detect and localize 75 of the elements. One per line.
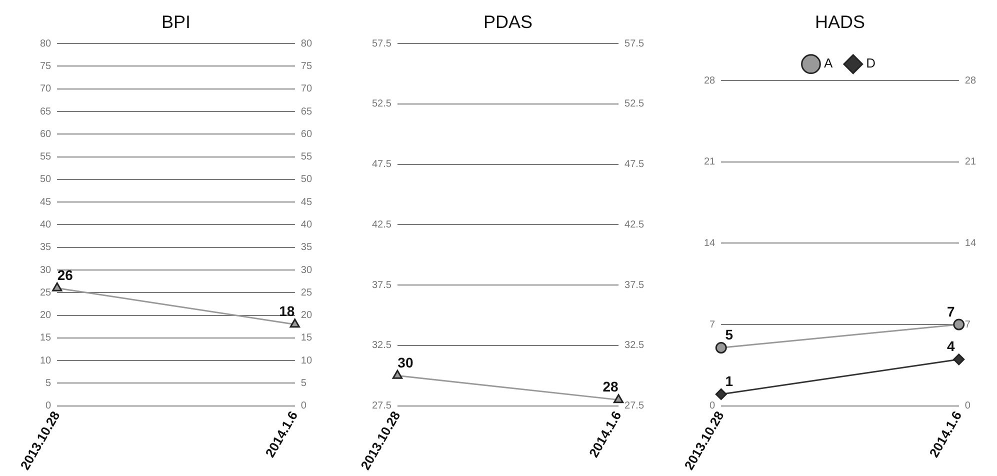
- y-tick-label: 15: [40, 332, 52, 344]
- y-tick-label: 37.5: [372, 280, 392, 291]
- y2-tick-label: 47.5: [624, 159, 644, 170]
- y2-tick-label: 75: [300, 60, 312, 72]
- y2-tick-label: 21: [964, 156, 976, 168]
- y-tick-label: 21: [704, 156, 716, 168]
- y-tick-label: 52.5: [372, 98, 392, 110]
- y-tick-label: 28: [704, 75, 716, 86]
- data-label: 4: [946, 338, 955, 354]
- y2-tick-label: 25: [300, 287, 312, 298]
- chart-title: PDAS: [483, 12, 533, 32]
- point: [715, 342, 727, 354]
- y-tick-label: 57.5: [372, 38, 392, 50]
- y2-tick-label: 28: [964, 75, 976, 86]
- data-label: 1: [725, 373, 734, 390]
- y-tick-label: 0: [46, 400, 52, 412]
- y-tick-label: 10: [40, 355, 52, 366]
- y2-tick-label: 0: [300, 400, 307, 412]
- y2-tick-label: 42.5: [624, 219, 644, 230]
- legend-label: A: [824, 56, 833, 71]
- y2-tick-label: 52.5: [624, 98, 644, 110]
- y-tick-label: 42.5: [372, 219, 392, 230]
- y2-tick-label: 55: [300, 152, 312, 163]
- data-label: 30: [398, 354, 414, 371]
- data-label: 26: [57, 266, 74, 283]
- y2-tick-label: 5: [300, 378, 307, 389]
- y2-tick-label: 45: [300, 196, 312, 208]
- y2-tick-label: 30: [300, 264, 312, 276]
- chart-title: BPI: [161, 12, 191, 32]
- y2-tick-label: 60: [300, 128, 312, 140]
- y-tick-label: 47.5: [372, 159, 392, 170]
- y2-tick-label: 7: [964, 319, 971, 330]
- y2-tick-label: 40: [300, 219, 312, 230]
- y-tick-label: 70: [40, 84, 52, 95]
- y2-tick-label: 20: [300, 310, 312, 322]
- y2-tick-label: 37.5: [624, 280, 644, 291]
- y2-tick-label: 70: [300, 84, 312, 95]
- y-tick-label: 55: [40, 152, 52, 163]
- y-tick-label: 14: [704, 238, 716, 249]
- y-tick-label: 40: [40, 219, 52, 230]
- data-label: 5: [725, 326, 734, 343]
- y2-tick-label: 10: [300, 355, 312, 366]
- legend-label: D: [866, 56, 876, 71]
- y2-tick-label: 27.5: [624, 400, 644, 412]
- y2-tick-label: 32.5: [624, 340, 644, 352]
- y-tick-label: 35: [40, 242, 52, 254]
- y2-tick-label: 50: [300, 174, 312, 186]
- y-tick-label: 75: [40, 60, 52, 72]
- point: [953, 354, 965, 366]
- y-tick-label: 32.5: [372, 340, 392, 352]
- data-label: 18: [279, 303, 295, 320]
- y-tick-label: 65: [40, 106, 52, 118]
- y2-tick-label: 14: [964, 238, 976, 249]
- y2-tick-label: 65: [300, 106, 312, 118]
- data-label: 28: [602, 378, 619, 395]
- data-label: 7: [946, 303, 955, 320]
- y-tick-label: 7: [710, 319, 716, 330]
- point: [715, 388, 727, 400]
- y-tick-label: 80: [40, 38, 52, 50]
- y2-tick-label: 15: [300, 332, 312, 344]
- y-tick-label: 30: [40, 264, 52, 276]
- y2-tick-label: 80: [300, 38, 312, 50]
- y-tick-label: 27.5: [372, 400, 392, 412]
- y-tick-label: 45: [40, 196, 52, 208]
- chart-title: HADS: [814, 12, 866, 32]
- y2-tick-label: 57.5: [624, 38, 644, 50]
- y-tick-label: 5: [46, 378, 52, 389]
- y-tick-label: 0: [710, 400, 716, 412]
- y-tick-label: 25: [40, 287, 52, 298]
- y-tick-label: 20: [40, 310, 52, 322]
- point: [953, 318, 965, 330]
- y-tick-label: 60: [40, 128, 52, 140]
- y-tick-label: 50: [40, 174, 52, 186]
- y2-tick-label: 35: [300, 242, 312, 254]
- y2-tick-label: 0: [964, 400, 971, 412]
